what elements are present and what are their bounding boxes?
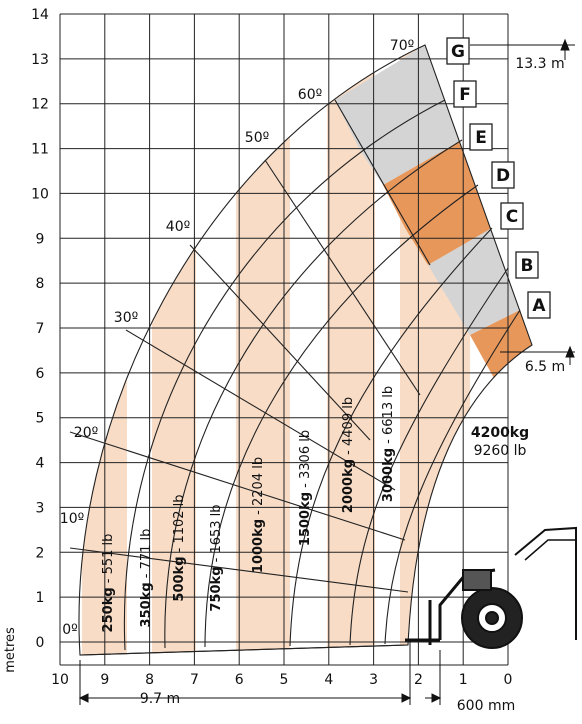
angle-label: 0º xyxy=(62,622,78,638)
x-tick-label: 3 xyxy=(369,672,378,688)
zone-label: A xyxy=(532,296,546,316)
x-tick-label: 1 xyxy=(459,672,468,688)
telehandler xyxy=(405,526,577,649)
y-tick-label: 11 xyxy=(31,142,49,158)
max-height: 13.3 m xyxy=(515,56,564,72)
load-label: 1500kg - 3306 lb xyxy=(298,430,313,546)
y-tick-label: 1 xyxy=(36,590,45,606)
x-tick-label: 0 xyxy=(504,672,513,688)
x-tick-label: 9 xyxy=(100,672,109,688)
angle-label: 30º xyxy=(114,310,138,326)
angle-label: 10º xyxy=(60,511,84,527)
zone-label: E xyxy=(475,128,487,148)
x-tick-label: 8 xyxy=(145,672,154,688)
zone-box xyxy=(446,37,470,65)
max-load-lb: 9260 lb xyxy=(474,443,527,459)
load-kg: 2000kg xyxy=(341,459,356,513)
angle-label: 20º xyxy=(74,425,98,441)
y-tick-label: 3 xyxy=(36,500,45,516)
x-tick-label: 4 xyxy=(324,672,333,688)
load-label: 350kg - 771 lb xyxy=(139,529,154,628)
load-kg: 750kg xyxy=(209,566,224,611)
x-tick-label: 5 xyxy=(280,672,289,688)
load-kg: 350kg xyxy=(139,582,154,627)
grid xyxy=(59,13,509,666)
zone-box xyxy=(453,80,477,108)
load-lb: - 1653 lb xyxy=(209,504,224,566)
y-tick-label: 9 xyxy=(36,231,45,247)
y-tick-label: 14 xyxy=(31,7,49,23)
y-tick-label: 0 xyxy=(36,635,45,651)
y-tick-label: 5 xyxy=(36,411,45,427)
zone-label: F xyxy=(459,85,471,105)
load-label: 2000kg - 4409 lb xyxy=(341,397,356,513)
y-tick-label: 7 xyxy=(36,321,45,337)
zone-box xyxy=(500,202,524,230)
zone-box xyxy=(515,251,539,279)
angle-label: 60º xyxy=(298,87,322,103)
zone-box xyxy=(527,291,551,319)
angle-label: 40º xyxy=(166,219,190,235)
load-kg: 500kg xyxy=(172,556,187,601)
load-kg: 250kg xyxy=(101,587,116,632)
y-tick-label: 10 xyxy=(31,186,49,202)
zone-label: B xyxy=(521,256,534,276)
zone-box xyxy=(469,123,493,151)
zone-label: G xyxy=(451,42,465,62)
angle-label: 70º xyxy=(390,38,414,54)
load-kg: 1500kg xyxy=(298,492,313,546)
load-kg: 3000kg xyxy=(381,448,396,502)
height-at-max-load: 6.5 m xyxy=(525,359,565,375)
zone-label: D xyxy=(496,166,510,186)
load-label: 750kg - 1653 lb xyxy=(209,504,224,611)
load-lb: - 4409 lb xyxy=(341,397,356,459)
zone-label: C xyxy=(506,207,518,227)
max-reach: 9.7 m xyxy=(140,691,180,707)
load-label: 3000kg - 6613 lb xyxy=(381,386,396,502)
angle-label: 50º xyxy=(245,130,269,146)
x-tick-label: 7 xyxy=(190,672,199,688)
x-tick-label: 6 xyxy=(235,672,244,688)
load-kg: 1000kg xyxy=(251,519,266,573)
load-label: 250kg - 551 lb xyxy=(101,534,116,633)
load-lb: - 6613 lb xyxy=(381,386,396,448)
y-tick-label: 8 xyxy=(36,276,45,292)
offset: 600 mm xyxy=(457,698,515,714)
max-load-kg: 4200kg xyxy=(471,425,529,441)
boom-envelope xyxy=(69,44,533,656)
load-lb: - 551 lb xyxy=(101,534,116,588)
zone-box xyxy=(491,161,515,189)
y-axis-title: metres xyxy=(3,627,18,673)
load-lb: - 2204 lb xyxy=(251,457,266,519)
x-tick-label: 10 xyxy=(51,672,69,688)
load-lb: - 1102 lb xyxy=(172,494,187,556)
load-lb: - 771 lb xyxy=(139,529,154,583)
y-tick-label: 13 xyxy=(31,52,49,68)
y-tick-label: 4 xyxy=(36,456,45,472)
dimensions xyxy=(78,38,575,705)
load-label: 500kg - 1102 lb xyxy=(172,494,187,601)
load-label: 1000kg - 2204 lb xyxy=(251,457,266,573)
x-tick-label: 2 xyxy=(414,672,423,688)
load-lb: - 3306 lb xyxy=(298,430,313,492)
y-tick-label: 6 xyxy=(36,366,45,382)
y-tick-label: 12 xyxy=(31,97,49,113)
y-tick-label: 2 xyxy=(36,545,45,561)
